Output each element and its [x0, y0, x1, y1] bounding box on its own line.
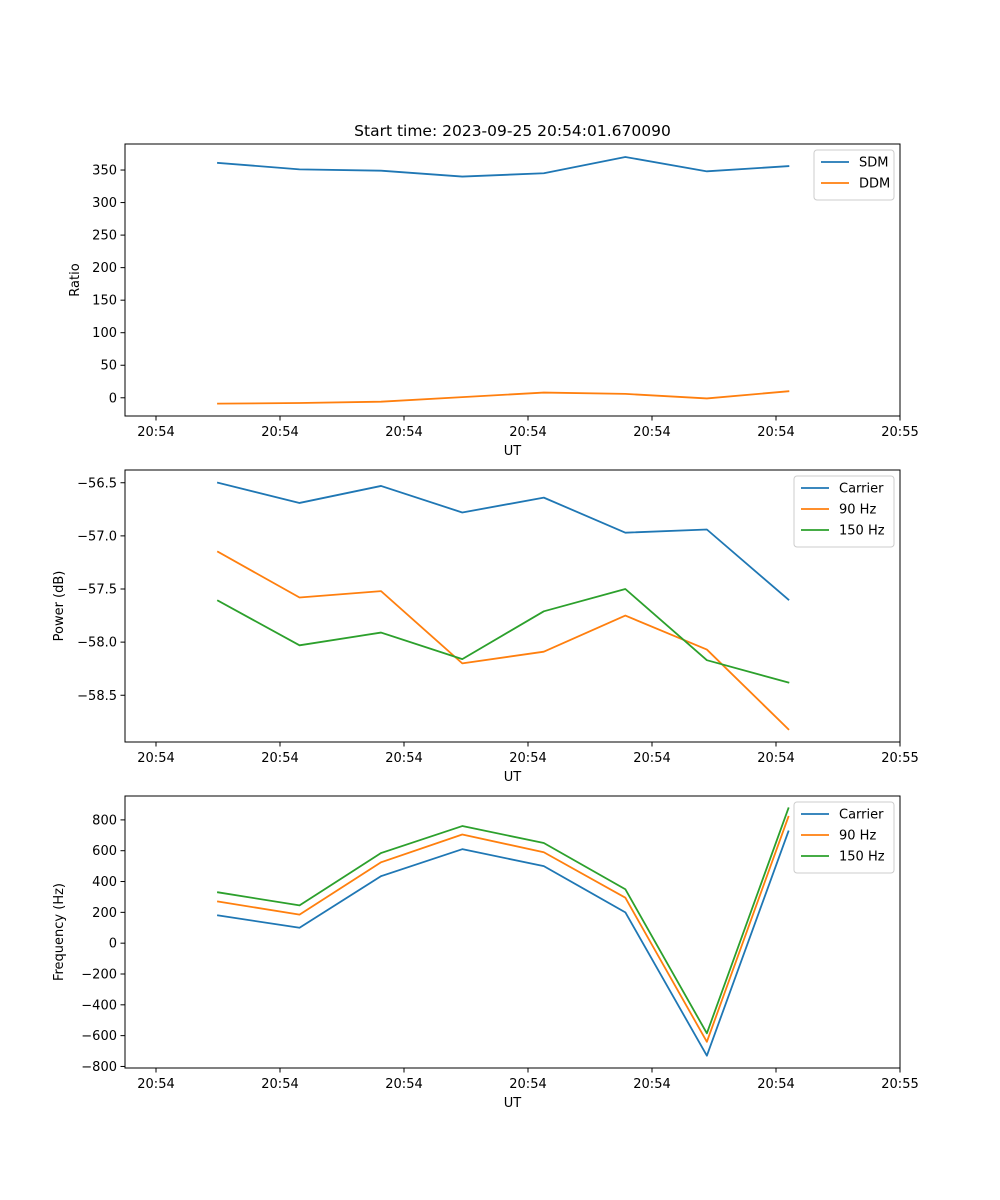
series-line-carrier — [216, 830, 790, 1057]
y-tick-label: −57.5 — [77, 583, 117, 598]
y-tick-label: 800 — [92, 813, 117, 828]
legend: Carrier 90 Hz 150 Hz — [793, 801, 895, 874]
subplot-3: 20:54 20:54 20:54 20:54 20:54 20:54 20:55 −800 −… — [52, 795, 919, 1111]
x-tick-label: 20:54 — [633, 425, 670, 440]
legend-label: Carrier — [839, 808, 884, 823]
y-tick-label: 150 — [92, 294, 117, 309]
y-tick-label: −400 — [81, 998, 117, 1013]
x-tick-label: 20:55 — [881, 1077, 918, 1092]
y-tick-label: 50 — [100, 359, 117, 374]
y-tick-label: 300 — [92, 196, 117, 211]
y-tick-label: −57.0 — [77, 529, 117, 544]
x-tick-label: 20:54 — [261, 425, 298, 440]
x-tick-label: 20:54 — [261, 1077, 298, 1092]
legend-label: 90 Hz — [839, 829, 876, 844]
y-tick-label: 200 — [92, 261, 117, 276]
legend-label: 150 Hz — [839, 524, 885, 539]
y-tick-label: 600 — [92, 844, 117, 859]
x-tick-label: 20:55 — [881, 751, 918, 766]
legend: SDM DDM — [813, 149, 895, 201]
x-tick-label: 20:54 — [137, 425, 174, 440]
y-tick-label: 350 — [92, 164, 117, 179]
axes-frame — [124, 143, 901, 417]
legend-label: 150 Hz — [839, 850, 885, 865]
x-tick-label: 20:54 — [509, 425, 546, 440]
legend: Carrier 90 Hz 150 Hz — [793, 475, 895, 548]
x-tick-label: 20:54 — [509, 751, 546, 766]
legend-label: SDM — [859, 156, 888, 171]
series-line-carrier — [216, 481, 790, 601]
x-tick-label: 20:54 — [757, 751, 794, 766]
subplot-1: 20:54 20:54 20:54 20:54 20:54 20:54 20:55 0 50 10… — [68, 143, 919, 459]
series-line-ddm — [217, 390, 790, 405]
axes-frame — [124, 469, 901, 743]
y-tick-label: 400 — [92, 875, 117, 890]
y-tick-label: −58.0 — [77, 636, 117, 651]
y-tick-label: 0 — [109, 937, 117, 952]
subplot-2: 20:54 20:54 20:54 20:54 20:54 20:54 20:55 −58.5… — [52, 469, 919, 785]
x-tick-label: 20:54 — [137, 1077, 174, 1092]
x-tick-label: 20:54 — [509, 1077, 546, 1092]
x-tick-label: 20:54 — [261, 751, 298, 766]
legend-label: DDM — [859, 177, 890, 192]
y-tick-label: −200 — [81, 967, 117, 982]
legend-label: 90 Hz — [839, 503, 876, 518]
x-tick-label: 20:54 — [137, 751, 174, 766]
x-tick-label: 20:54 — [757, 1077, 794, 1092]
x-tick-label: 20:54 — [633, 1077, 670, 1092]
y-axis-label: Ratio — [68, 263, 83, 296]
y-tick-label: −600 — [81, 1029, 117, 1044]
x-tick-label: 20:54 — [385, 1077, 422, 1092]
y-tick-label: 0 — [109, 391, 117, 406]
x-tick-label: 20:54 — [633, 751, 670, 766]
x-axis-label: UT — [504, 1096, 522, 1111]
y-tick-label: 250 — [92, 229, 117, 244]
x-axis-label: UT — [504, 770, 522, 785]
series-line-150-hz — [216, 807, 790, 1035]
series-line-150-hz — [216, 588, 790, 684]
x-tick-label: 20:54 — [757, 425, 794, 440]
legend-label: Carrier — [839, 482, 884, 497]
figure-title: Start time: 2023-09-25 20:54:01.670090 — [354, 122, 671, 140]
x-axis-label: UT — [504, 444, 522, 459]
y-tick-label: 100 — [92, 326, 117, 341]
y-axis-label: Frequency (Hz) — [52, 883, 67, 981]
y-tick-label: −800 — [81, 1060, 117, 1075]
x-tick-label: 20:54 — [385, 425, 422, 440]
x-tick-label: 20:54 — [385, 751, 422, 766]
y-tick-label: −56.5 — [77, 476, 117, 491]
x-tick-label: 20:55 — [881, 425, 918, 440]
series-line-90-hz — [216, 815, 790, 1043]
series-line-sdm — [217, 156, 790, 178]
y-tick-label: 200 — [92, 906, 117, 921]
y-axis-label: Power (dB) — [52, 571, 67, 642]
axes-frame — [124, 795, 901, 1069]
y-tick-label: −58.5 — [77, 689, 117, 704]
series-line-90-hz — [216, 550, 790, 731]
